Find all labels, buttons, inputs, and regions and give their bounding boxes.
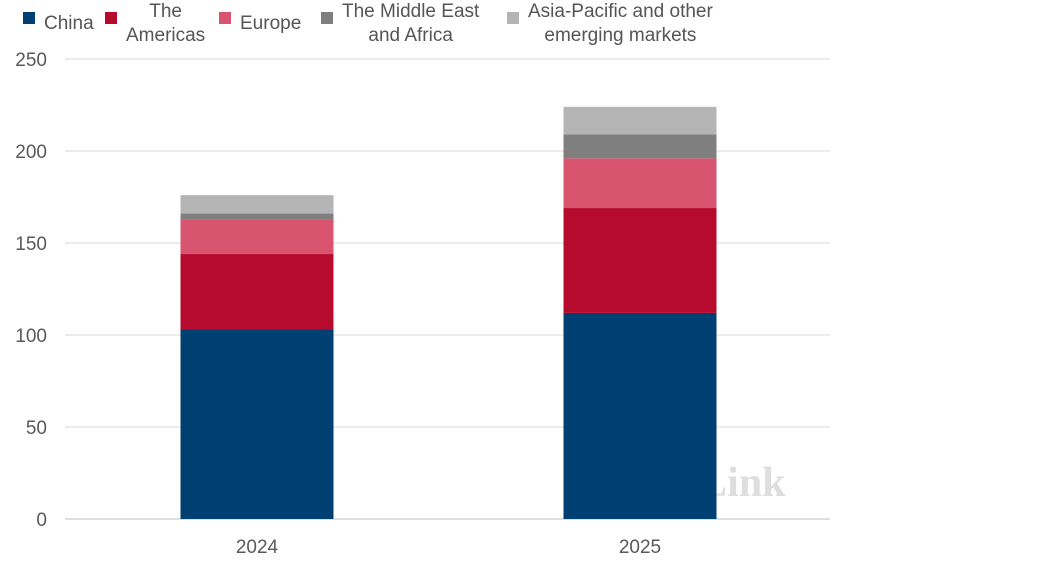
legend-swatch-china [23, 12, 35, 24]
bar-2025-china [563, 312, 717, 519]
y-tick-label-250: 250 [15, 50, 47, 71]
bar-2025-apac [563, 106, 717, 135]
legend-swatch-europe [219, 12, 231, 24]
y-tick-label-0: 0 [36, 510, 47, 531]
bar-2024-europe [180, 219, 334, 255]
x-tick-label-2024: 2024 [236, 537, 279, 558]
y-axis: 0 50 100 150 200 250 [15, 50, 47, 531]
legend: China The Americas Europe The Middle East… [0, 0, 1038, 56]
legend-swatch-apac [507, 12, 519, 24]
bar-2025-mea [563, 134, 717, 159]
y-tick-label-50: 50 [26, 418, 47, 439]
legend-label-china: China [44, 13, 94, 34]
legend-swatch-mea [321, 12, 333, 24]
y-tick-label-100: 100 [15, 326, 47, 347]
bar-2025-americas [563, 208, 717, 313]
legend-item-apac: Asia-Pacific and other emerging markets [507, 0, 713, 48]
bar-2025-europe [563, 158, 717, 209]
legend-label-europe: Europe [240, 13, 302, 34]
legend-swatch-americas [105, 12, 117, 24]
bar-2024-americas [180, 254, 334, 330]
bar-2024-mea [180, 213, 334, 220]
legend-item-europe: Europe [219, 0, 301, 36]
bars [180, 106, 717, 519]
legend-label-mea: The Middle East and Africa [342, 1, 480, 46]
legend-item-mea: The Middle East and Africa [321, 0, 479, 48]
bar-2024-apac [180, 195, 334, 214]
legend-item-americas: The Americas [105, 0, 205, 48]
x-tick-label-2025: 2025 [619, 537, 661, 558]
legend-label-apac: Asia-Pacific and other emerging markets [528, 1, 713, 46]
legend-item-china: China [23, 0, 94, 36]
x-axis: 2024 2025 [236, 537, 661, 558]
y-tick-label-150: 150 [15, 234, 47, 255]
bar-2024-china [180, 329, 334, 519]
y-tick-label-200: 200 [15, 142, 47, 163]
legend-label-americas: The Americas [126, 1, 206, 46]
